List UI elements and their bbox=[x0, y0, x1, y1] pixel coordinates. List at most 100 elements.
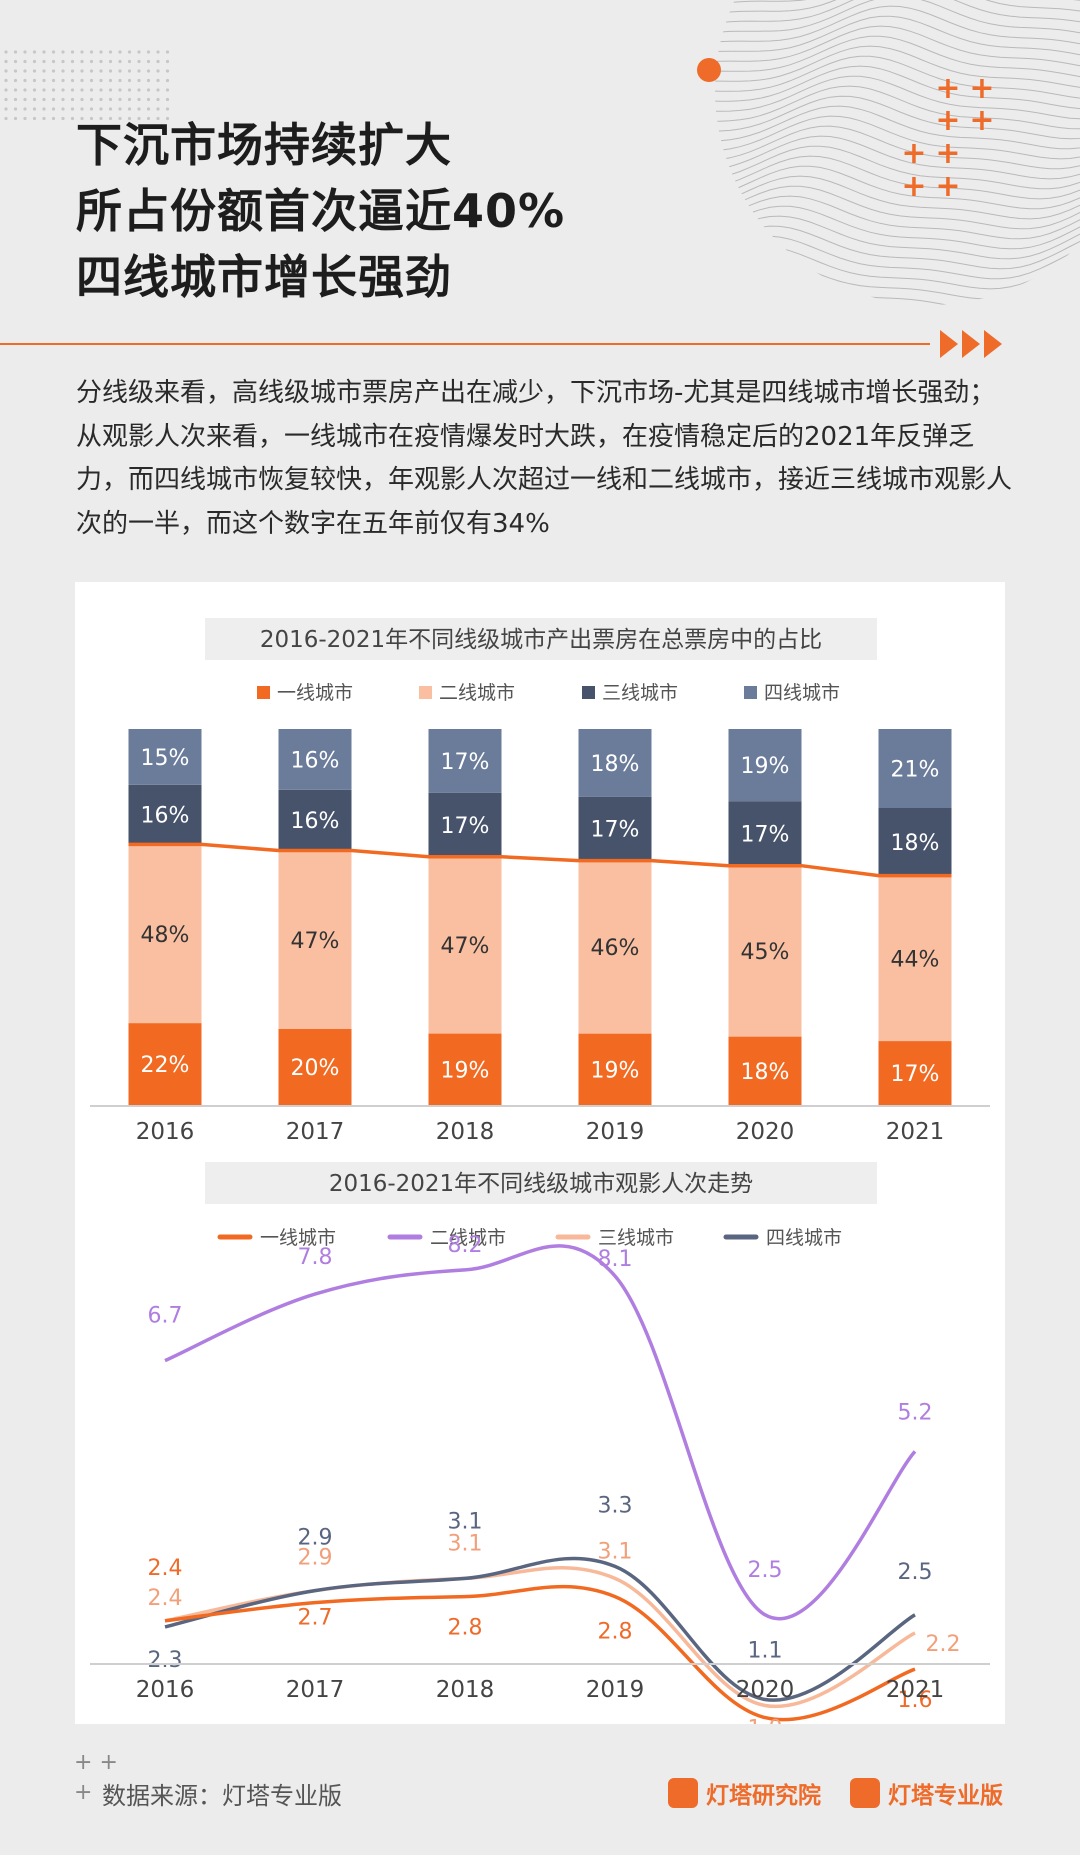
line-value-label: 1.6 bbox=[898, 1688, 933, 1713]
line-value-label: 1.1 bbox=[748, 1639, 783, 1664]
footer-plus-2: + bbox=[74, 1780, 93, 1805]
line-value-label: 3.3 bbox=[598, 1493, 633, 1518]
chart1-title-box bbox=[205, 618, 877, 660]
line-value-label: 3.1 bbox=[448, 1509, 483, 1534]
chart2-title: 2016-2021年不同线级城市观影人次走势 bbox=[329, 1171, 753, 1197]
dot-grid-dot bbox=[51, 88, 56, 92]
line-value-label: 5.2 bbox=[898, 1400, 933, 1425]
dot-grid-dot bbox=[23, 97, 27, 102]
bar-value-label: 18% bbox=[741, 1060, 790, 1085]
dot-grid-dot bbox=[118, 50, 122, 54]
dot-grid-dot bbox=[23, 107, 27, 111]
bar-segment bbox=[128, 784, 202, 845]
bar-value-label: 18% bbox=[891, 831, 940, 856]
dot-grid-dot bbox=[89, 78, 94, 83]
orange-dot bbox=[697, 58, 721, 82]
dot-grid-dot bbox=[4, 107, 8, 111]
dot-grid-dot bbox=[70, 116, 75, 121]
x-tick-label: 2020 bbox=[736, 1119, 795, 1142]
dot-grid-dot bbox=[32, 59, 37, 64]
dot-grid-dot bbox=[89, 50, 94, 54]
dot-grid-dot bbox=[156, 88, 160, 92]
intro-paragraph: 分线级来看，高线级城市票房产出在减少，下沉市场-尤其是四线城市增长强劲；从观影人… bbox=[76, 378, 1013, 539]
bar-value-label: 47% bbox=[291, 929, 340, 954]
x-tick-label: 2021 bbox=[886, 1677, 945, 1703]
dot-grid-dot bbox=[13, 88, 18, 92]
dot-grid-dot bbox=[70, 50, 75, 54]
dot-grid-dot bbox=[156, 107, 160, 111]
dot-grid-dot bbox=[80, 116, 84, 121]
line-value-label: 3.1 bbox=[448, 1531, 483, 1556]
chart2-legend-label: 四线城市 bbox=[766, 1227, 842, 1249]
dot-grid-dot bbox=[13, 116, 18, 121]
dot-grid-dot bbox=[32, 69, 37, 73]
arrow-icon bbox=[940, 330, 958, 358]
header-decoration: + ++ ++ ++ + bbox=[0, 0, 1080, 358]
series-line bbox=[164, 1556, 916, 1702]
dot-grid-dot bbox=[165, 78, 170, 83]
dot-grid-dot bbox=[13, 50, 18, 54]
dot-grid-dot bbox=[42, 97, 46, 102]
bar-value-label: 46% bbox=[591, 936, 640, 961]
dot-grid-dot bbox=[61, 59, 65, 64]
dot-grid-dot bbox=[156, 97, 160, 102]
chart2-legend-label: 一线城市 bbox=[260, 1227, 336, 1249]
dot-grid-dot bbox=[51, 78, 56, 83]
dot-grid-dot bbox=[108, 59, 113, 64]
dot-grid-dot bbox=[165, 107, 170, 111]
dot-grid-dot bbox=[13, 69, 18, 73]
title-line-3: 四线城市增长强劲 bbox=[76, 250, 452, 304]
bar-segment bbox=[128, 844, 202, 1024]
dot-grid-dot bbox=[146, 97, 151, 102]
brand-research: 灯塔研究院 bbox=[706, 1783, 821, 1809]
dot-grid-dot bbox=[42, 116, 46, 121]
x-tick-label: 2017 bbox=[286, 1677, 345, 1703]
bar-segment bbox=[428, 1033, 502, 1105]
chart1-legend-swatch bbox=[419, 686, 432, 699]
chart1-legend-label: 一线城市 bbox=[277, 682, 353, 704]
bar-segment bbox=[878, 729, 952, 808]
dot-grid-dot bbox=[146, 78, 151, 83]
dot-grid-dot bbox=[23, 78, 27, 83]
dot-grid-dot bbox=[137, 59, 141, 64]
dot-grid-dot bbox=[127, 78, 132, 83]
dot-grid-dot bbox=[108, 88, 113, 92]
dot-grid-dot bbox=[99, 78, 103, 83]
dot-grid-dot bbox=[127, 116, 132, 121]
dot-grid-dot bbox=[156, 50, 160, 54]
dot-grid-dot bbox=[118, 69, 122, 73]
plus-ornament: + bbox=[969, 71, 994, 106]
dot-grid-dot bbox=[156, 69, 160, 73]
dot-grid-dot bbox=[118, 116, 122, 121]
dot-grid-dot bbox=[99, 69, 103, 73]
line-value-label: 3.1 bbox=[598, 1539, 633, 1564]
dot-grid-dot bbox=[165, 59, 170, 64]
bar-segment bbox=[728, 1036, 802, 1105]
dot-grid-dot bbox=[32, 97, 37, 102]
dot-grid-dot bbox=[118, 107, 122, 111]
bar-segment bbox=[878, 875, 952, 1041]
dot-grid-dot bbox=[146, 88, 151, 92]
dot-grid-dot bbox=[23, 59, 27, 64]
chart1-title: 2016-2021年不同线级城市产出票房在总票房中的占比 bbox=[260, 627, 822, 653]
chart1-legend-label: 四线城市 bbox=[764, 682, 840, 704]
x-tick-label: 2017 bbox=[286, 1119, 345, 1142]
bar-segment bbox=[428, 792, 502, 857]
dot-grid-dot bbox=[108, 69, 113, 73]
dot-grid-dot bbox=[32, 107, 37, 111]
bar-value-label: 16% bbox=[291, 809, 340, 834]
dot-grid-dot bbox=[137, 97, 141, 102]
plus-ornament: + bbox=[935, 71, 960, 106]
dot-grid-dot bbox=[70, 97, 75, 102]
arrow-icon bbox=[984, 330, 1002, 358]
dot-grid-dot bbox=[70, 107, 75, 111]
dot-grid-dot bbox=[4, 78, 8, 83]
dot-grid-dot bbox=[61, 78, 65, 83]
dot-grid-dot bbox=[70, 78, 75, 83]
dot-grid-dot bbox=[13, 59, 18, 64]
x-tick-label: 2019 bbox=[586, 1119, 645, 1142]
bar-value-label: 17% bbox=[741, 822, 790, 847]
dot-grid-dot bbox=[108, 107, 113, 111]
bar-value-label: 19% bbox=[441, 1058, 490, 1083]
